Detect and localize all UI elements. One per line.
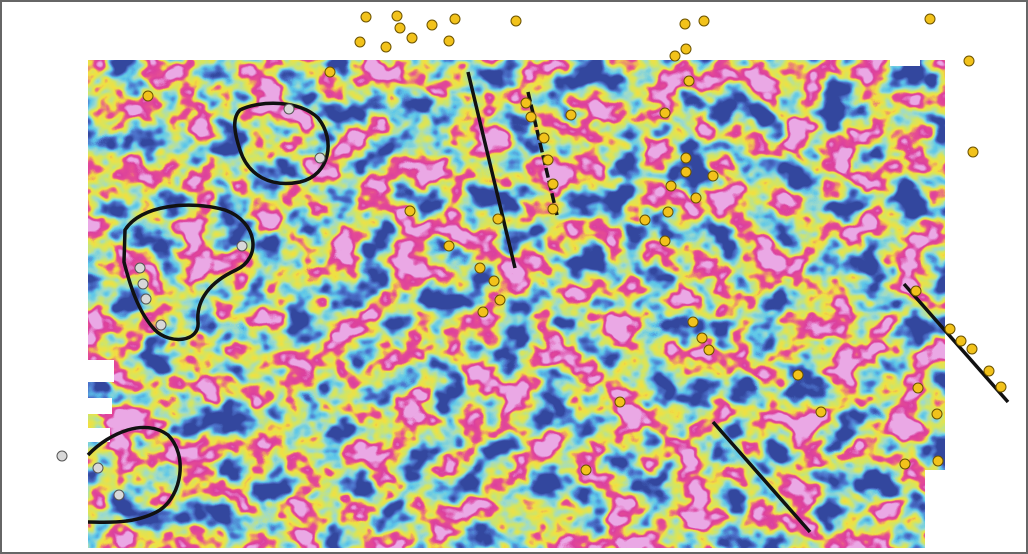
sample-point: [525, 111, 537, 123]
sample-point: [520, 97, 532, 109]
sample-point: [707, 170, 719, 182]
sample-point-gray: [155, 319, 167, 331]
gray-samples: [56, 103, 326, 501]
sample-point: [659, 235, 671, 247]
sample-point: [639, 214, 651, 226]
sample-point: [931, 408, 943, 420]
sample-point: [474, 262, 486, 274]
sample-point-gray: [137, 278, 149, 290]
sample-point: [912, 382, 924, 394]
sample-point-gray: [56, 450, 68, 462]
sample-point: [669, 50, 681, 62]
no-data: [890, 58, 920, 66]
sample-point: [792, 369, 804, 381]
sample-point: [944, 323, 956, 335]
sample-point-gray: [314, 152, 326, 164]
sample-point: [547, 203, 559, 215]
sample-point: [665, 180, 677, 192]
map-raster: [88, 60, 945, 548]
sample-point: [963, 55, 975, 67]
sample-point: [679, 18, 691, 30]
sample-point: [354, 36, 366, 48]
sample-point: [443, 240, 455, 252]
sample-point: [703, 344, 715, 356]
sample-point-gray: [113, 489, 125, 501]
yellow-samples: [142, 10, 1007, 476]
sample-point: [391, 10, 403, 22]
sample-point: [995, 381, 1007, 393]
sample-point: [443, 35, 455, 47]
sample-point: [360, 11, 372, 23]
sample-point: [394, 22, 406, 34]
sample-point: [538, 132, 550, 144]
sample-point: [542, 154, 554, 166]
sample-point: [955, 335, 967, 347]
sample-point: [696, 332, 708, 344]
sample-point-gray: [92, 462, 104, 474]
sample-point: [449, 13, 461, 25]
sample-point: [547, 178, 559, 190]
sample-point: [932, 455, 944, 467]
anomaly-map: [86, 58, 947, 550]
sample-point: [662, 206, 674, 218]
sample-point: [683, 75, 695, 87]
sample-point: [477, 306, 489, 318]
sample-point: [404, 205, 416, 217]
sample-point: [580, 464, 592, 476]
sample-point: [492, 213, 504, 225]
sample-point: [924, 13, 936, 25]
no-data: [86, 398, 112, 414]
sample-point: [565, 109, 577, 121]
outline: [233, 101, 330, 186]
lineament: [711, 420, 812, 534]
sample-point: [698, 15, 710, 27]
sample-point: [680, 152, 692, 164]
sample-point: [690, 192, 702, 204]
sample-point: [659, 107, 671, 119]
sample-point: [687, 316, 699, 328]
sample-point: [899, 458, 911, 470]
sample-point: [324, 66, 336, 78]
sample-point-gray: [134, 262, 146, 274]
no-data: [925, 470, 947, 550]
sample-point: [488, 275, 500, 287]
sample-point: [967, 146, 979, 158]
sample-point-gray: [236, 240, 248, 252]
sample-point: [680, 43, 692, 55]
sample-point: [983, 365, 995, 377]
sample-point: [614, 396, 626, 408]
sample-point: [680, 166, 692, 178]
sample-point: [142, 90, 154, 102]
no-data: [86, 428, 110, 442]
sample-point: [910, 285, 922, 297]
sample-point: [406, 32, 418, 44]
sample-point-gray: [283, 103, 295, 115]
lineament: [466, 71, 517, 269]
sample-point: [815, 406, 827, 418]
outline: [122, 203, 255, 342]
sample-point: [510, 15, 522, 27]
outline: [86, 425, 182, 524]
no-data: [86, 360, 114, 382]
sample-point-gray: [140, 293, 152, 305]
sample-point: [380, 41, 392, 53]
sample-point: [966, 343, 978, 355]
sample-point: [426, 19, 438, 31]
outlines: [86, 101, 330, 524]
sample-point: [494, 294, 506, 306]
